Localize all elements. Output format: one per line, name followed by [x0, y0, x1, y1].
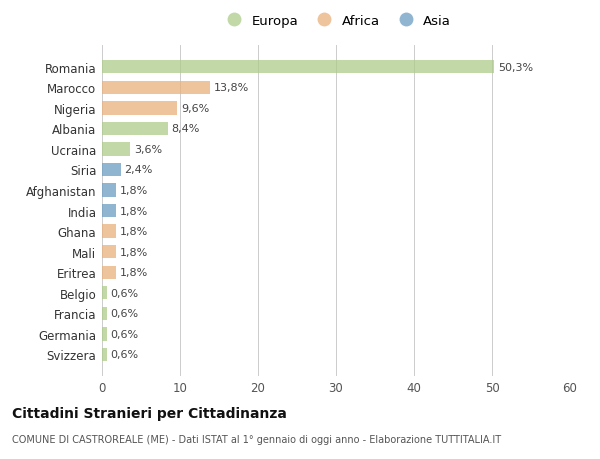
Text: 9,6%: 9,6%: [181, 104, 209, 113]
Bar: [102, 81, 209, 95]
Text: Cittadini Stranieri per Cittadinanza: Cittadini Stranieri per Cittadinanza: [12, 406, 287, 420]
Text: 3,6%: 3,6%: [134, 145, 162, 155]
Legend: Europa, Africa, Asia: Europa, Africa, Asia: [215, 9, 457, 33]
Bar: [102, 266, 116, 280]
Text: 1,8%: 1,8%: [120, 268, 148, 278]
Text: 0,6%: 0,6%: [110, 288, 139, 298]
Text: 0,6%: 0,6%: [110, 309, 139, 319]
Text: 1,8%: 1,8%: [120, 206, 148, 216]
Bar: [102, 102, 177, 115]
Bar: [102, 307, 107, 320]
Text: 1,8%: 1,8%: [120, 227, 148, 237]
Bar: [102, 143, 130, 156]
Text: 1,8%: 1,8%: [120, 185, 148, 196]
Text: 0,6%: 0,6%: [110, 350, 139, 360]
Bar: [102, 163, 121, 177]
Bar: [102, 348, 107, 361]
Bar: [102, 184, 116, 197]
Text: 13,8%: 13,8%: [214, 83, 249, 93]
Bar: [102, 225, 116, 238]
Text: COMUNE DI CASTROREALE (ME) - Dati ISTAT al 1° gennaio di oggi anno - Elaborazion: COMUNE DI CASTROREALE (ME) - Dati ISTAT …: [12, 434, 501, 444]
Bar: [102, 328, 107, 341]
Text: 1,8%: 1,8%: [120, 247, 148, 257]
Text: 2,4%: 2,4%: [125, 165, 153, 175]
Text: 8,4%: 8,4%: [172, 124, 200, 134]
Bar: [102, 246, 116, 259]
Bar: [102, 123, 167, 136]
Bar: [102, 286, 107, 300]
Bar: [102, 204, 116, 218]
Text: 0,6%: 0,6%: [110, 329, 139, 339]
Bar: [102, 61, 494, 74]
Text: 50,3%: 50,3%: [498, 62, 533, 73]
